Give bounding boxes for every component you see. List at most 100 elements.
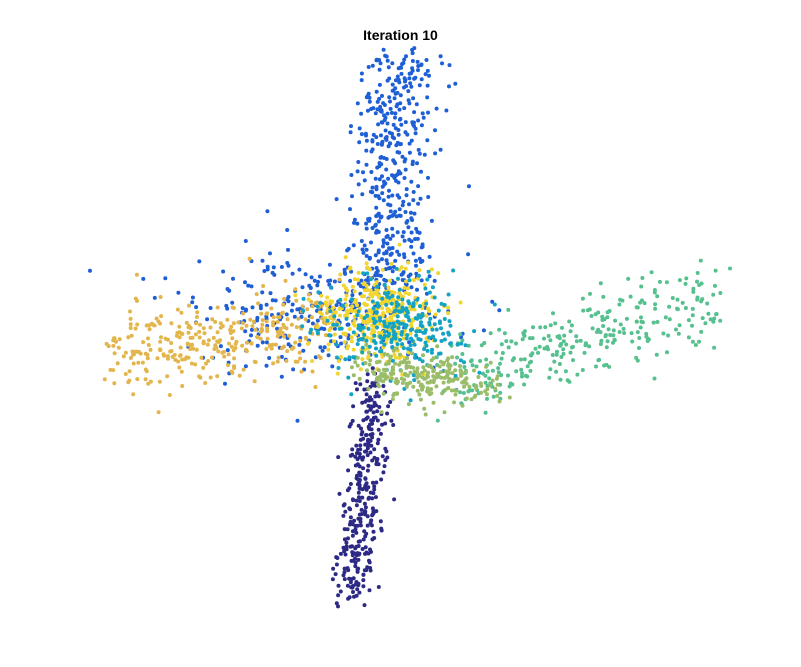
scatter-point [354,553,359,558]
scatter-point [360,495,365,500]
scatter-point [405,309,410,314]
scatter-point [618,322,623,327]
scatter-point [285,261,290,265]
scatter-point [402,285,407,290]
scatter-point [264,319,269,324]
scatter-point [506,345,511,350]
scatter-point [445,373,450,378]
scatter-point [587,307,592,312]
scatter-point [331,566,336,571]
scatter-point [349,335,354,340]
scatter-point [490,378,495,383]
scatter-point [358,367,363,372]
scatter-point [510,382,515,387]
scatter-point [328,309,333,314]
scatter-point [519,357,523,362]
scatter-point [487,376,492,381]
scatter-point [366,91,371,96]
scatter-point [343,297,348,302]
scatter-point [388,209,393,214]
scatter-point [378,334,383,339]
scatter-point [364,148,369,153]
scatter-point [453,81,458,86]
scatter-point [350,293,355,298]
scatter-point [389,316,394,321]
scatter-point [378,316,382,320]
scatter-point [385,121,390,126]
scatter-point [416,64,421,68]
scatter-point [370,226,375,230]
scatter-point [408,328,413,332]
scatter-point [430,327,435,332]
scatter-point [376,304,381,309]
scatter-point [135,322,140,327]
scatter-point [146,336,150,341]
scatter-point [403,78,408,82]
scatter-point [504,339,509,344]
scatter-point [406,225,411,230]
scatter-point [425,386,430,391]
scatter-point [375,301,380,306]
scatter-point [355,387,359,392]
scatter-point [371,529,376,534]
scatter-point [375,99,380,104]
scatter-point [611,328,616,333]
scatter-point [424,313,429,318]
scatter-point [406,360,411,365]
scatter-point [433,151,438,156]
scatter-point [352,551,357,556]
scatter-point [370,480,375,485]
scatter-point [403,291,408,295]
scatter-point [362,301,367,306]
scatter-point [366,350,371,355]
scatter-point [144,323,149,328]
scatter-point [378,519,383,524]
scatter-point [173,357,178,362]
scatter-point [143,377,148,382]
scatter-point [377,219,381,224]
scatter-point [377,96,382,101]
scatter-point [423,340,428,345]
scatter-point [369,170,374,174]
scatter-point [634,319,639,324]
scatter-point [335,371,340,376]
scatter-point [399,71,404,76]
scatter-point [306,292,311,297]
scatter-point [370,496,375,501]
scatter-point [700,297,705,302]
scatter-point [443,387,448,392]
scatter-point [280,330,285,335]
scatter-point [205,317,210,322]
scatter-point [264,311,269,316]
scatter-point [361,537,366,542]
scatter-point [409,285,414,290]
scatter-point [448,378,453,383]
scatter-point [350,309,354,313]
scatter-point [297,267,302,272]
scatter-point [283,278,288,283]
scatter-point [490,299,495,304]
scatter-point [407,278,412,283]
scatter-point [412,46,417,51]
scatter-point [350,194,354,199]
scatter-point [675,297,680,302]
scatter-point [514,369,519,374]
scatter-point [363,505,368,510]
scatter-point [361,584,366,589]
scatter-point [438,321,442,326]
scatter-point [498,361,502,366]
scatter-point [373,394,378,399]
scatter-point [397,242,402,247]
scatter-point [360,457,365,462]
scatter-point [714,312,719,317]
scatter-point [355,473,359,478]
scatter-point [387,246,392,251]
scatter-point [601,294,606,299]
scatter-point [131,361,136,366]
scatter-point [399,368,403,373]
scatter-point [431,334,435,339]
scatter-point [438,351,443,356]
scatter-point [356,423,361,428]
scatter-point [336,583,341,588]
scatter-point [407,202,411,207]
